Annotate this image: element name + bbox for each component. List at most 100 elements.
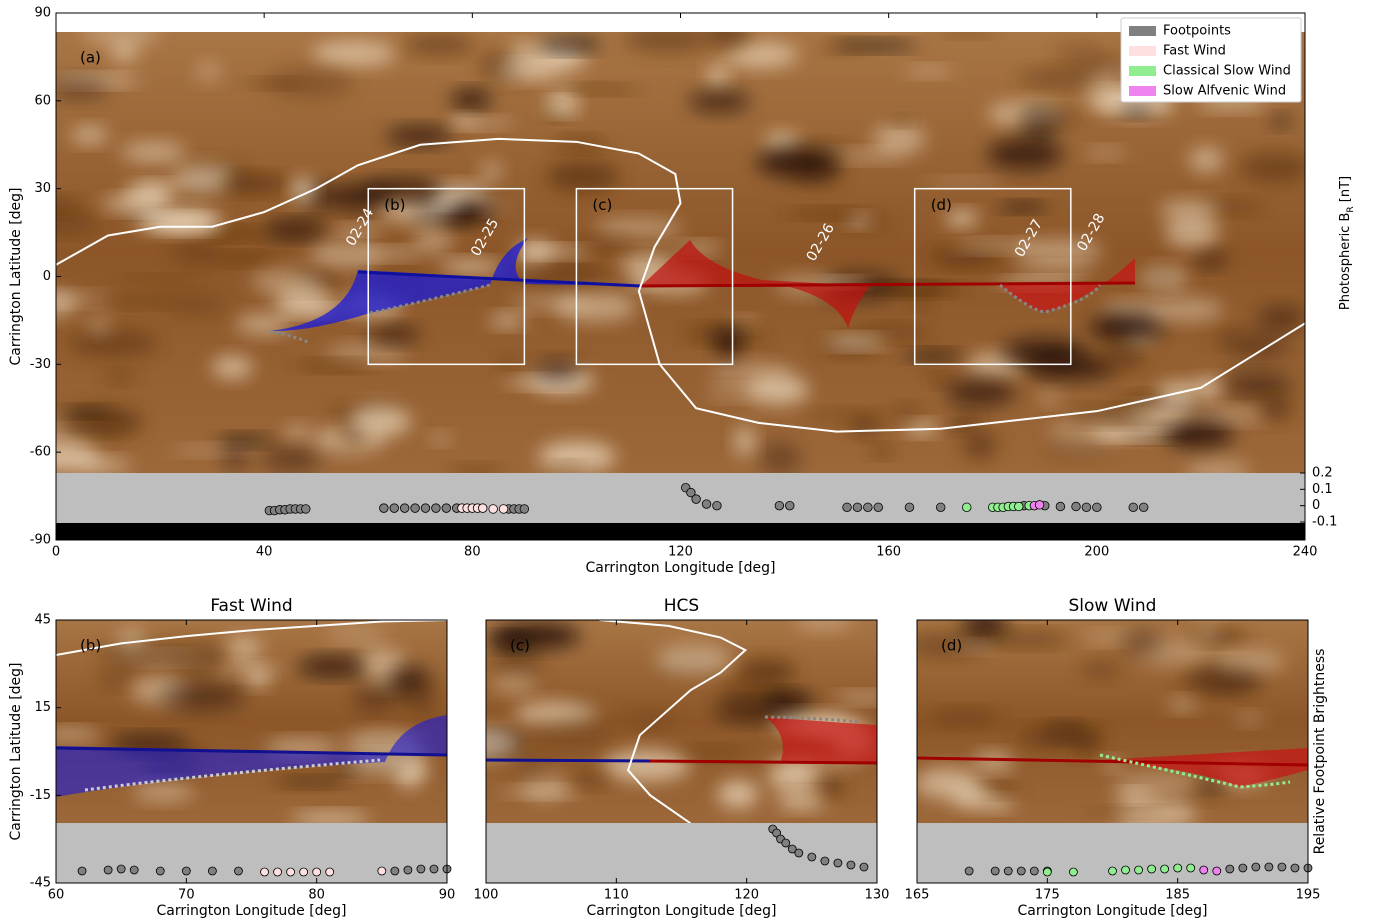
dark-region	[760, 442, 801, 473]
footpoint-marker	[1042, 867, 1052, 877]
panel-title: HCS	[664, 596, 699, 616]
legend-label: Classical Slow Wind	[1163, 64, 1291, 79]
dark-region	[220, 174, 290, 193]
legend-label: Fast Wind	[1163, 44, 1226, 59]
footpoint-marker	[863, 502, 873, 513]
footpoint-marker	[873, 502, 883, 513]
y-tick-label: -90	[30, 533, 51, 548]
dark-region	[59, 406, 114, 417]
dark-region	[549, 462, 589, 472]
footpoint-marker	[325, 867, 335, 877]
footpoint-marker	[234, 866, 243, 876]
colorbar-label-part: [nT]	[1338, 176, 1353, 206]
x-tick-label: 195	[1296, 888, 1321, 903]
bright-region	[285, 424, 309, 442]
bright-region	[325, 344, 407, 362]
footpoint-marker	[833, 858, 843, 868]
footpoint-marker	[990, 866, 1000, 876]
dark-region	[620, 709, 676, 729]
x-tick-label: 130	[865, 888, 890, 903]
map-image	[486, 620, 877, 823]
footpoint-marker	[1071, 501, 1081, 512]
dark-region	[890, 116, 911, 126]
footpoint-marker	[1034, 500, 1045, 510]
x-tick-label: 60	[48, 888, 65, 903]
bright-region	[196, 61, 221, 82]
dark-region	[961, 429, 998, 461]
x-tick-label: 120	[734, 888, 759, 903]
bright-region	[439, 259, 503, 274]
bright-region	[100, 196, 169, 212]
dark-region	[511, 756, 555, 780]
y-axis-label: Carrington Latitude [deg]	[8, 187, 24, 365]
bright-region	[1038, 390, 1062, 405]
dark-region	[756, 146, 840, 178]
trace-line	[369, 283, 491, 315]
dark-region	[159, 682, 245, 710]
footpoint-marker	[1290, 863, 1300, 873]
dark-region	[765, 692, 813, 711]
dark-region	[1017, 109, 1079, 127]
box-label: (b)	[384, 196, 405, 214]
dark-region	[386, 126, 453, 146]
bright-region	[1197, 622, 1219, 639]
bright-region	[1115, 789, 1153, 802]
footpoint-marker	[399, 503, 410, 513]
bright-region	[171, 164, 236, 194]
footpoint-marker	[964, 866, 974, 876]
dark-region	[986, 138, 1063, 170]
bright-region	[251, 267, 321, 296]
dark-region	[1069, 407, 1154, 424]
footpoint-marker	[1138, 502, 1149, 513]
x-tick-label: 165	[905, 888, 930, 903]
dark-region	[1080, 807, 1169, 817]
dark-region	[946, 378, 1016, 407]
panel-label: (a)	[80, 49, 101, 67]
zoom-box	[913, 187, 1072, 366]
zoom-box	[575, 187, 734, 366]
bright-region	[56, 292, 111, 306]
x-tick-label: 70	[178, 888, 195, 903]
dark-region	[688, 89, 751, 113]
dark-region	[1239, 152, 1305, 183]
dark-region	[447, 206, 476, 225]
dark-region	[561, 85, 640, 94]
dark-region	[1055, 44, 1107, 66]
bright-region	[1168, 697, 1197, 712]
bright-region	[1193, 377, 1223, 399]
dark-region	[1179, 667, 1253, 693]
footpoint-marker	[207, 866, 217, 876]
panel-title: Slow Wind	[1069, 596, 1157, 616]
dark-region	[870, 446, 894, 458]
bright-region	[654, 644, 732, 675]
bright-region	[509, 293, 589, 310]
x-tick-label: 185	[1165, 888, 1190, 903]
footpoint-marker	[820, 856, 830, 866]
legend-swatch	[1129, 26, 1156, 36]
footpoint-marker	[1147, 864, 1156, 874]
x-tick-label: 40	[256, 545, 273, 560]
x-tick-label: 80	[464, 545, 481, 560]
dark-region	[353, 683, 396, 712]
dark-region	[545, 161, 620, 192]
bright-region	[794, 620, 853, 631]
colorbar-label: Photospheric BR [nT]	[1338, 176, 1356, 310]
dark-region	[530, 719, 612, 751]
footpoint-marker	[1264, 862, 1274, 872]
dark-region	[261, 447, 321, 472]
footpoint-marker	[1199, 865, 1209, 875]
footpoint-marker	[488, 504, 498, 514]
footpoint-marker	[1225, 864, 1235, 874]
bright-region	[724, 42, 798, 68]
panel-label: (b)	[80, 637, 101, 655]
dark-region	[998, 202, 1048, 212]
bright-region	[905, 421, 938, 435]
footpoint-marker	[859, 862, 869, 872]
bright-region	[1212, 649, 1286, 673]
dark-region	[1194, 250, 1227, 268]
dark-region	[205, 227, 267, 240]
dark-region	[269, 774, 345, 788]
bright-region	[348, 405, 412, 436]
dark-region	[368, 326, 420, 344]
